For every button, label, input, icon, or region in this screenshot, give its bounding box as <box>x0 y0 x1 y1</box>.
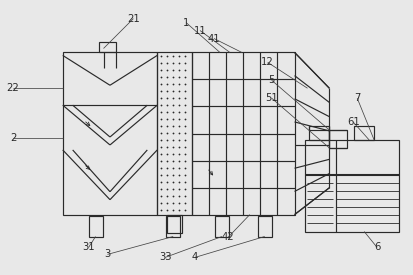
Text: 3: 3 <box>104 249 111 259</box>
Text: 22: 22 <box>7 83 19 93</box>
Bar <box>192 53 294 214</box>
Bar <box>99 42 116 53</box>
Text: 5: 5 <box>268 75 275 85</box>
Bar <box>166 216 180 238</box>
Text: 61: 61 <box>347 117 360 127</box>
Bar <box>354 126 374 140</box>
Text: 6: 6 <box>374 243 380 252</box>
Text: 42: 42 <box>222 232 234 243</box>
Text: 51: 51 <box>265 93 278 103</box>
Text: 41: 41 <box>208 34 220 43</box>
Bar <box>167 214 182 233</box>
Text: 21: 21 <box>127 13 140 24</box>
Text: 33: 33 <box>159 252 171 262</box>
Text: 4: 4 <box>192 252 198 262</box>
Text: 31: 31 <box>82 243 95 252</box>
Text: 2: 2 <box>10 133 16 143</box>
Bar <box>304 140 399 232</box>
Bar <box>309 126 330 140</box>
Bar <box>330 130 347 148</box>
Bar <box>63 53 157 214</box>
Bar <box>89 216 102 238</box>
Text: 12: 12 <box>261 57 274 67</box>
Text: 1: 1 <box>183 18 189 28</box>
Bar <box>215 216 229 238</box>
Bar <box>258 216 272 238</box>
Text: 7: 7 <box>354 93 361 103</box>
Bar <box>157 53 192 214</box>
Text: 11: 11 <box>194 26 206 35</box>
